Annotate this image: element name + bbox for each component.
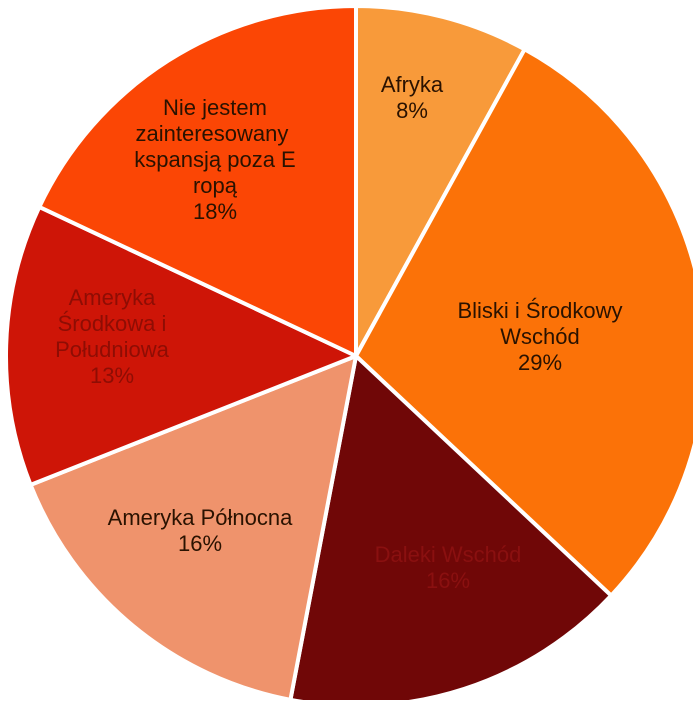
pie-slice-nie-jestem-zainteresowany-ekspansja-poza-europa [37, 4, 358, 358]
pie-slice-bliski-i-srodkowy-wschod [354, 47, 693, 598]
labels-layer: Afryka 8% Bliski i Środkowy Wschód 29% Daleki… [55, 72, 622, 593]
pie-slice-afryka [354, 4, 527, 358]
slice-value-label: 16% [178, 531, 222, 556]
slice-category-label: Bliski i Środkowy [457, 298, 622, 323]
slice-category-label: Daleki Wschód [375, 542, 522, 567]
slice-category-label: Południowa [55, 337, 170, 362]
pie-slice-ameryka-polnocna [28, 354, 358, 702]
slice-label-bliski-i-srodkowy-wschod: Bliski i Środkowy Wschód 29% [457, 298, 622, 375]
slice-category-label: Nie jestem [163, 95, 267, 120]
slice-category-label: Wschód [500, 324, 579, 349]
slice-category-label: Środkowa i [58, 311, 167, 336]
slices-layer [4, 4, 693, 705]
slice-category-label: Ameryka [69, 285, 157, 310]
slice-category-label: ropą [193, 173, 238, 198]
slice-category-label: zainteresowany [136, 121, 295, 146]
slice-label-nie-jestem-zainteresowany-ekspansja-poza-europa: Nie jestem zainteresowany kspansją poza E… [134, 95, 295, 224]
slice-value-label: 29% [518, 350, 562, 375]
slice-value-label: 13% [90, 363, 134, 388]
slice-label-ameryka-srodkowa-i-poludniowa: Ameryka Środkowa i Południowa 13% [55, 285, 170, 388]
slice-category-label: Afryka [381, 72, 444, 97]
slice-category-label: kspansją poza E [134, 147, 295, 172]
slice-category-label: Ameryka Północna [108, 505, 293, 530]
slice-label-ameryka-polnocna: Ameryka Północna 16% [108, 505, 293, 556]
slice-label-afryka: Afryka 8% [381, 72, 444, 123]
slice-value-label: 16% [426, 568, 470, 593]
pie-slice-ameryka-srodkowa-i-poludniowa [4, 204, 358, 487]
slice-value-label: 18% [193, 199, 237, 224]
slice-value-label: 8% [396, 98, 428, 123]
slice-label-daleki-wschod: Daleki Wschód 16% [375, 542, 522, 593]
